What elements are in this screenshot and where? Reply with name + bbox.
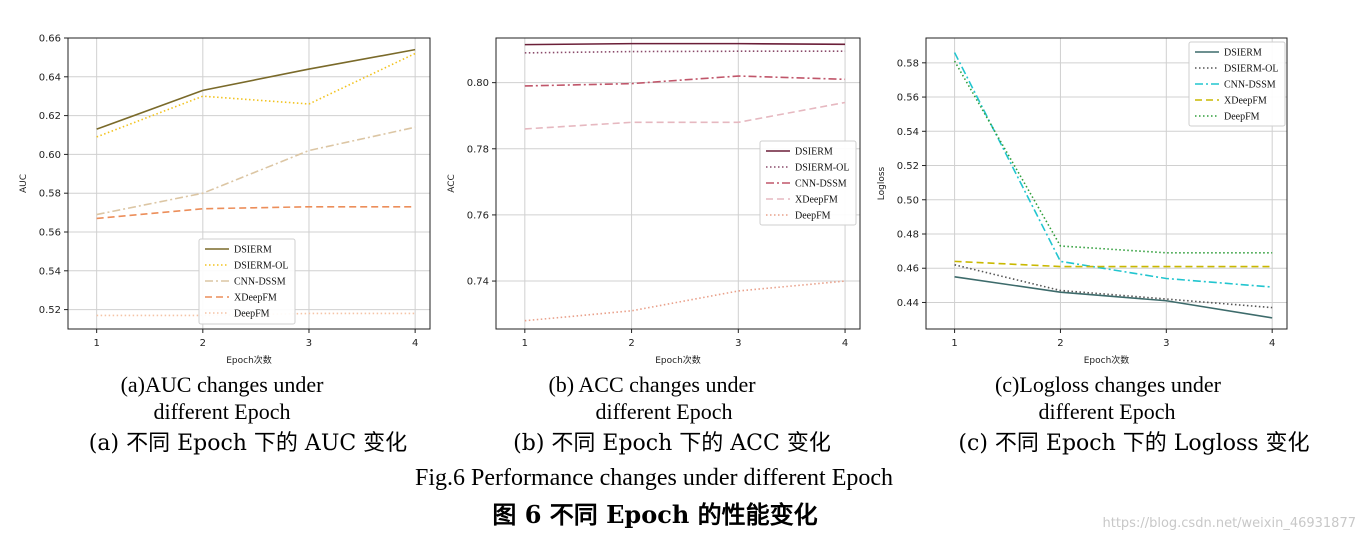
chart1-legend bbox=[198, 238, 296, 325]
chart1-x-tick-label-3: 3 bbox=[306, 338, 312, 349]
chart3-y-tick-label-6: 0.54 bbox=[897, 127, 919, 138]
chart3-series-2-line bbox=[954, 264, 1273, 309]
chart1-legend-label-3: CNN-DSSM bbox=[234, 277, 286, 288]
logloss-chart: 1 2 3 4 0.44 0.46 0.48 0.50 0.52 0.54 0.56 0.58 Epoc… bbox=[877, 37, 1288, 366]
chart1-x-axis-label: Epoch次数 bbox=[226, 354, 272, 366]
chart1-y-tick-label-7: 0.64 bbox=[39, 72, 61, 83]
chart3-x-tick-label-1: 1 bbox=[951, 338, 957, 349]
chart1-series-4-line bbox=[96, 205, 416, 220]
caption-b: (b) ACC changes under different Epoch (b… bbox=[513, 372, 831, 456]
caption-a-zh: (a) 不同 Epoch 下的 AUC 变化 bbox=[89, 431, 407, 456]
chart3-y-tick-label-3: 0.48 bbox=[897, 229, 919, 240]
chart3-legend bbox=[1188, 41, 1286, 127]
chart3-y-tick-label-2: 0.46 bbox=[897, 264, 919, 275]
figure-title-zh: 图 6 不同 Epoch 的性能变化 bbox=[492, 500, 817, 529]
chart1-y-tick-label-4: 0.58 bbox=[39, 189, 61, 200]
caption-a-en-line1: (a)AUC changes under bbox=[121, 372, 324, 397]
chart3-y-tick-label-1: 0.44 bbox=[897, 298, 919, 309]
chart3-series-3-line bbox=[953, 52, 1273, 288]
chart2-series-2-line bbox=[524, 50, 846, 54]
caption-a: (a)AUC changes under different Epoch (a)… bbox=[89, 372, 407, 456]
watermark-text: https://blog.csdn.net/weixin_46931877 bbox=[1102, 516, 1356, 531]
chart3-series-5-line bbox=[953, 60, 1273, 254]
chart2-y-tick-label-3: 0.78 bbox=[467, 144, 489, 155]
chart2-y-tick-label-1: 0.74 bbox=[467, 277, 489, 288]
chart2-x-tick-label-2: 2 bbox=[628, 338, 634, 349]
chart2-legend-label-2: DSIERM-OL bbox=[795, 163, 849, 174]
chart3-legend-label-5: DeepFM bbox=[1224, 112, 1260, 123]
chart2-x-tick-label-4: 4 bbox=[842, 338, 848, 349]
caption-b-zh: (b) 不同 Epoch 下的 ACC 变化 bbox=[513, 431, 831, 456]
caption-b-en-line1: (b) ACC changes under bbox=[548, 372, 756, 397]
chart1-y-tick-label-8: 0.66 bbox=[39, 34, 61, 45]
chart2-legend-label-4: XDeepFM bbox=[795, 195, 838, 206]
chart1-legend-label-4: XDeepFM bbox=[234, 293, 277, 304]
auc-chart: 1 2 3 4 0.52 0.54 0.56 0.58 0.60 0.62 0.64 0.66 Epoc… bbox=[19, 34, 431, 366]
chart2-y-tick-label-4: 0.80 bbox=[467, 78, 489, 89]
chart1-y-tick-label-6: 0.62 bbox=[39, 111, 61, 122]
chart3-series-1-line bbox=[954, 275, 1273, 319]
chart3-legend-label-3: CNN-DSSM bbox=[1224, 80, 1276, 91]
chart1-legend-label-1: DSIERM bbox=[234, 245, 272, 256]
chart1-legend-label-5: DeepFM bbox=[234, 309, 270, 320]
chart3-legend-label-2: DSIERM-OL bbox=[1224, 64, 1278, 75]
chart2-legend-label-5: DeepFM bbox=[795, 211, 831, 222]
chart1-y-tick-label-2: 0.54 bbox=[39, 266, 61, 277]
chart2-series-5-line bbox=[524, 280, 846, 322]
chart3-legend-label-4: XDeepFM bbox=[1224, 96, 1267, 107]
chart2-x-tick-label-3: 3 bbox=[735, 338, 741, 349]
acc-chart: 1 2 3 4 0.74 0.76 0.78 0.80 Epoch次数 ACC DSIERM DSIE… bbox=[447, 37, 861, 366]
figure-title-en: Fig.6 Performance changes under differen… bbox=[415, 465, 893, 491]
chart3-x-tick-label-4: 4 bbox=[1269, 338, 1275, 349]
chart1-plot-frame bbox=[67, 37, 431, 330]
chart1-legend-label-2: DSIERM-OL bbox=[234, 261, 288, 272]
caption-a-en-line2: different Epoch bbox=[153, 399, 290, 424]
chart2-plot-frame bbox=[495, 37, 861, 330]
chart1-y-tick-label-3: 0.56 bbox=[39, 228, 61, 239]
chart3-plot-frame bbox=[925, 37, 1288, 330]
caption-c-en-line2: different Epoch bbox=[1038, 399, 1175, 424]
chart1-y-tick-label-5: 0.60 bbox=[39, 150, 61, 161]
chart1-series-5-line bbox=[96, 312, 416, 317]
caption-c-zh: (c) 不同 Epoch 下的 Logloss 变化 bbox=[958, 431, 1309, 456]
chart2-legend-label-1: DSIERM bbox=[795, 147, 833, 158]
chart1-y-axis-label: AUC bbox=[19, 174, 29, 193]
caption-b-en-line2: different Epoch bbox=[595, 399, 732, 424]
chart3-y-axis-label: Logloss bbox=[877, 166, 887, 200]
chart1-x-tick-label-2: 2 bbox=[200, 338, 206, 349]
chart1-series-1-line bbox=[96, 48, 416, 130]
chart3-x-tick-label-3: 3 bbox=[1163, 338, 1169, 349]
chart3-x-tick-label-2: 2 bbox=[1057, 338, 1063, 349]
chart3-legend-label-1: DSIERM bbox=[1224, 48, 1262, 59]
chart3-y-tick-label-8: 0.58 bbox=[897, 58, 919, 69]
chart2-series-4-line bbox=[524, 101, 846, 130]
chart1-x-tick-label-1: 1 bbox=[93, 338, 99, 349]
chart2-y-tick-label-2: 0.76 bbox=[467, 210, 489, 221]
caption-c: (c)Logloss changes under different Epoch… bbox=[958, 372, 1309, 456]
chart1-series-2-line bbox=[96, 52, 416, 138]
chart2-series-3-line bbox=[524, 75, 846, 87]
chart3-y-tick-label-5: 0.52 bbox=[897, 161, 919, 172]
chart2-series-1-line bbox=[524, 42, 846, 46]
chart1-x-tick-label-4: 4 bbox=[412, 338, 418, 349]
caption-c-en-line1: (c)Logloss changes under bbox=[995, 372, 1222, 397]
chart1-y-tick-label-1: 0.52 bbox=[39, 305, 61, 316]
chart2-x-tick-label-1: 1 bbox=[522, 338, 528, 349]
chart3-y-tick-label-7: 0.56 bbox=[897, 93, 919, 104]
chart2-legend-label-3: CNN-DSSM bbox=[795, 179, 847, 190]
chart3-series-4-line bbox=[954, 260, 1273, 268]
chart3-y-tick-label-4: 0.50 bbox=[897, 195, 919, 206]
chart2-legend bbox=[759, 140, 857, 226]
chart2-x-axis-label: Epoch次数 bbox=[655, 354, 701, 366]
chart3-x-axis-label: Epoch次数 bbox=[1084, 354, 1130, 366]
chart1-series-3-line bbox=[96, 126, 416, 216]
chart2-y-axis-label: ACC bbox=[447, 174, 457, 193]
